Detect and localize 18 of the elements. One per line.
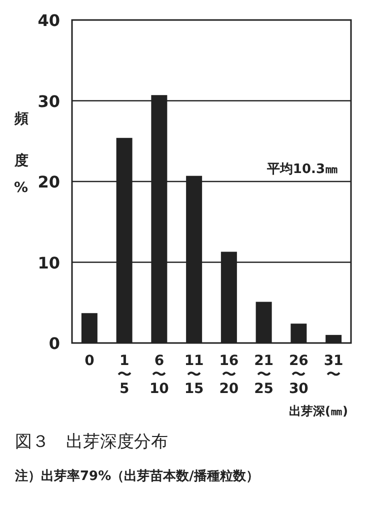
text: 注）出芽率79%（出芽苗本数/播種粒数）: [14, 468, 259, 484]
x-tick-label: 6 〜 10: [149, 353, 170, 397]
x-tick-label: 0: [84, 353, 95, 369]
y-tick-label: 0: [48, 334, 60, 353]
x-tick-label: 16 〜 20: [219, 353, 239, 397]
y-axis-title: 頻度%: [13, 100, 29, 236]
x-tick-label: 11 〜 15: [184, 353, 204, 397]
x-axis-title: 出芽深(㎜): [289, 404, 348, 418]
x-tick-label: 26 〜 30: [288, 353, 309, 397]
x-tick-label: 21 〜 25: [254, 353, 274, 397]
text: 図３ 出芽深度分布: [15, 432, 168, 452]
x-tick-label: 31 〜: [324, 353, 344, 383]
annotation: 平均10.3㎜: [266, 162, 338, 177]
y-tick-label: 30: [38, 92, 60, 111]
y-tick-label: 10: [38, 253, 60, 272]
y-tick-label: 20: [38, 172, 60, 192]
x-tick-label: 1 〜 5: [117, 353, 132, 397]
y-tick-label: 40: [38, 11, 60, 30]
